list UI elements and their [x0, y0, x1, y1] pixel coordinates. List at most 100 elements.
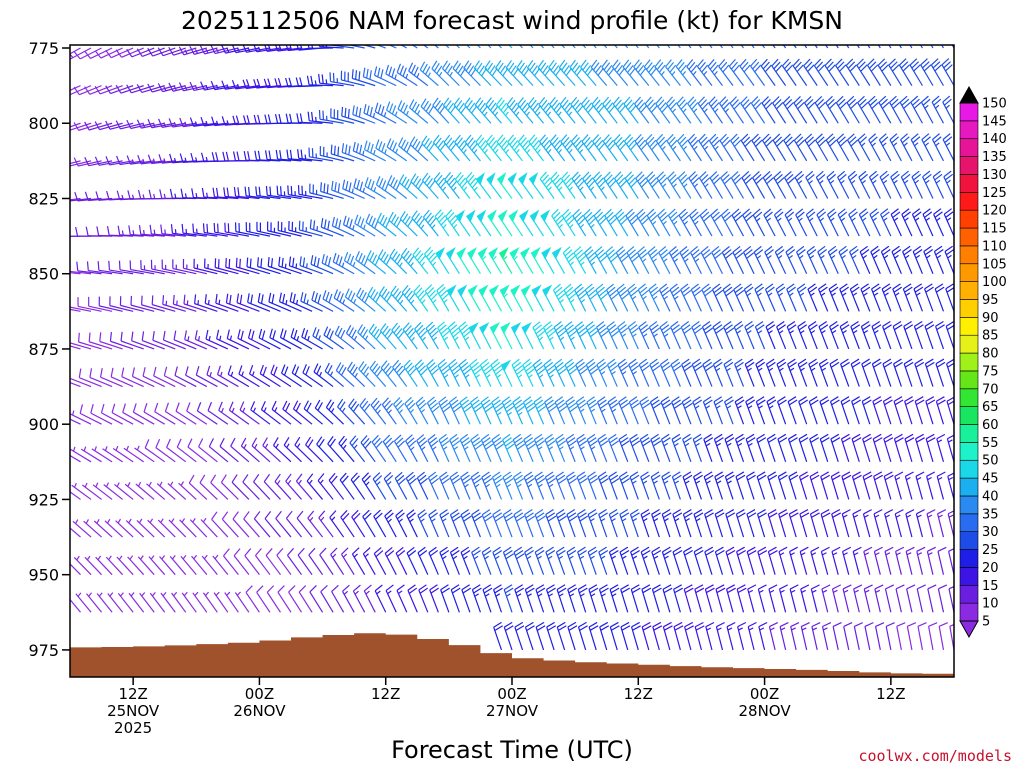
- wind-barb: [400, 247, 418, 275]
- wind-barb: [659, 321, 671, 350]
- wind-barb: [143, 403, 166, 425]
- wind-barb: [925, 433, 936, 462]
- wind-barb: [399, 211, 418, 237]
- wind-barb: [492, 509, 504, 538]
- wind-barb: [609, 584, 620, 613]
- wind-barb: [588, 584, 599, 613]
- wind-barb: [70, 446, 92, 463]
- y-tick-label: 950: [28, 566, 59, 585]
- wind-barb: [868, 133, 881, 162]
- wind-barb: [786, 320, 797, 350]
- wind-barb: [292, 400, 313, 425]
- wind-barb: [505, 60, 523, 87]
- wind-barb: [253, 78, 281, 89]
- wind-barb: [765, 320, 776, 350]
- wind-barb: [510, 284, 524, 312]
- wind-barb: [708, 96, 723, 124]
- wind-barb: [556, 621, 567, 651]
- wind-barb: [645, 171, 660, 199]
- wind-barb: [617, 321, 629, 350]
- wind-barb: [846, 133, 860, 162]
- wind-barb: [662, 584, 673, 613]
- wind-barb: [634, 96, 650, 124]
- wind-barb: [540, 209, 555, 237]
- wind-barb: [745, 396, 756, 425]
- wind-barb: [449, 433, 461, 463]
- wind-barb: [424, 246, 439, 275]
- wind-barb: [604, 208, 618, 237]
- wind-barb: [760, 58, 776, 86]
- wind-barb: [893, 358, 903, 387]
- wind-barb: [389, 248, 408, 275]
- wind-barb: [743, 245, 755, 274]
- wind-barb: [858, 208, 871, 237]
- wind-barb: [816, 208, 829, 237]
- wind-barb: [682, 433, 692, 463]
- wind-barb: [151, 295, 176, 312]
- wind-barb: [302, 364, 323, 388]
- wind-barb: [393, 434, 408, 463]
- wind-barb: [762, 170, 776, 199]
- wind-barb: [595, 321, 609, 350]
- wind-barb: [860, 320, 871, 350]
- wind-barb: [417, 546, 429, 575]
- wind-barb: [95, 555, 113, 576]
- wind-barb: [676, 96, 692, 124]
- wind-barb: [477, 246, 492, 275]
- wind-barb: [70, 527, 81, 538]
- wind-barb: [598, 546, 609, 575]
- wind-barb: [255, 186, 281, 200]
- wind-barb: [870, 283, 881, 312]
- wind-barb: [100, 403, 123, 425]
- wind-barb: [690, 283, 702, 312]
- wind-barb: [841, 509, 851, 538]
- wind-barb: [842, 584, 852, 613]
- wind-barb: [175, 402, 197, 425]
- wind-barb: [665, 59, 681, 86]
- wind-barb: [665, 96, 681, 124]
- wind-barb: [813, 58, 829, 86]
- wind-barb: [850, 358, 861, 387]
- wind-barb: [831, 546, 841, 575]
- wind-barb: [694, 584, 705, 613]
- x-tick-label: 00Z: [750, 685, 779, 703]
- wind-barb: [445, 247, 460, 275]
- wind-barb: [442, 97, 460, 124]
- wind-barb: [783, 133, 797, 162]
- wind-barb: [266, 585, 281, 613]
- wind-barb: [96, 592, 113, 613]
- wind-barb: [375, 139, 397, 162]
- wind-barb: [920, 95, 934, 124]
- wind-barb: [331, 584, 345, 613]
- wind-barb: [788, 509, 799, 538]
- wind-barb: [305, 436, 323, 463]
- wind-barb: [366, 250, 387, 275]
- wind-barb: [583, 208, 597, 237]
- wind-barb: [297, 149, 323, 162]
- wind-barb: [630, 546, 640, 575]
- wind-barb: [382, 434, 397, 463]
- wind-barb: [227, 365, 250, 388]
- wind-barb: [358, 361, 376, 387]
- wind-barb: [236, 293, 260, 312]
- wind-barb: [295, 77, 323, 88]
- wind-barb: [189, 518, 208, 538]
- wind-barb: [652, 621, 663, 651]
- wind-barb: [755, 396, 766, 425]
- wind-barb: [898, 58, 913, 86]
- wind-barb: [576, 509, 589, 538]
- wind-barb: [796, 283, 808, 312]
- wind-barb: [882, 396, 893, 425]
- wind-barb: [257, 292, 281, 312]
- wind-barb: [419, 61, 439, 87]
- credit-link[interactable]: coolwx.com/models: [858, 747, 1012, 765]
- wind-barb: [658, 283, 671, 312]
- wind-barb: [941, 58, 954, 86]
- wind-barb: [745, 433, 756, 463]
- wind-barb: [694, 621, 705, 651]
- wind-barb: [921, 133, 934, 162]
- wind-barb: [750, 58, 766, 86]
- wind-barb: [271, 400, 292, 425]
- wind-barb: [640, 509, 651, 538]
- wind-barb: [395, 509, 408, 538]
